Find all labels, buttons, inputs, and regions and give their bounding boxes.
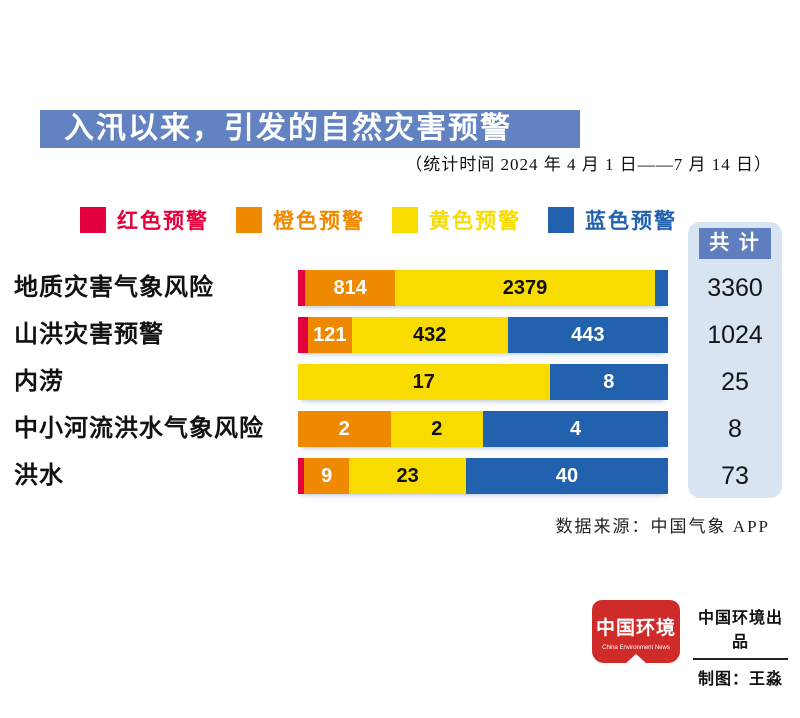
bar-segment: 2: [390, 411, 483, 447]
legend-label: 黄色预警: [429, 210, 521, 233]
bar-segment-value: 432: [413, 323, 447, 346]
stacked-bar: 9 23 40: [298, 458, 668, 494]
bar-segment: 2: [298, 411, 391, 447]
chart-row: 内涝 17 8: [0, 364, 800, 400]
bar-segment: 23: [349, 458, 466, 494]
legend-label: 橙色预警: [273, 210, 365, 233]
brand-text-block: 中国环境出品 制图：王淼: [693, 604, 788, 689]
bar-segment-value: 9: [321, 464, 333, 487]
bar-segment: [655, 270, 668, 306]
bar-segment-value: 8: [603, 370, 615, 393]
page-title: 入汛以来，引发的自然灾害预警: [64, 112, 512, 145]
bar-segment: 443: [507, 317, 668, 353]
total-value: 8: [728, 415, 742, 443]
bar-segment: 9: [303, 458, 350, 494]
bar-segment-value: 2: [431, 417, 443, 440]
category-label: 山洪灾害预警: [14, 321, 164, 348]
total-value: 3360: [707, 274, 763, 302]
legend-swatch-icon: [236, 207, 262, 233]
brand-logo-title: 中国环境: [595, 618, 676, 639]
subtitle: （统计时间 2024 年 4 月 1 日——7 月 14 日）: [405, 155, 772, 174]
divider: [693, 658, 788, 660]
stacked-bar: 17 8: [298, 364, 668, 400]
legend-item: 红色预警: [80, 205, 209, 235]
data-source: 数据来源：中国气象 APP: [555, 517, 770, 536]
totals-header: 共 计: [699, 228, 771, 259]
total-value: 1024: [707, 321, 763, 349]
bar-segment: 17: [298, 364, 550, 400]
brand-logo: 中国环境 China Environment News: [592, 600, 680, 663]
chart-row: 山洪灾害预警 121 432 443: [0, 317, 800, 353]
legend-swatch-icon: [548, 207, 574, 233]
bar-segment: [298, 317, 308, 353]
bar-segment-value: 2: [338, 417, 350, 440]
totals-panel: 共 计 3360 1024 25 8 73: [688, 222, 782, 498]
chart-row: 洪水 9 23 40: [0, 458, 800, 494]
legend-item: 黄色预警: [392, 205, 521, 235]
stacked-bar: 2 2 4: [298, 411, 668, 447]
stacked-bar: 814 2379: [298, 270, 668, 306]
category-label: 中小河流洪水气象风险: [14, 415, 264, 442]
bar-segment: 4: [483, 411, 668, 447]
title-band: 入汛以来，引发的自然灾害预警: [40, 110, 580, 148]
total-value: 25: [721, 368, 749, 396]
bar-segment-value: 2379: [502, 276, 548, 299]
bar-segment-value: 40: [555, 464, 579, 487]
brand-logo-subtitle: China Environment News: [602, 645, 670, 651]
bar-segment: 8: [549, 364, 668, 400]
legend-item: 橙色预警: [236, 205, 365, 235]
bar-segment: 814: [305, 270, 395, 306]
legend: 红色预警 橙色预警 黄色预警 蓝色预警: [80, 205, 677, 235]
bar-segment-value: 443: [571, 323, 605, 346]
category-label: 洪水: [14, 462, 64, 489]
bar-segment-value: 23: [396, 464, 419, 487]
bar-segment: 2379: [394, 270, 656, 306]
legend-label: 红色预警: [117, 210, 209, 233]
bar-segment: [298, 270, 306, 306]
bar-segment-value: 814: [333, 276, 367, 299]
chart-row: 地质灾害气象风险 814 2379: [0, 270, 800, 306]
legend-item: 蓝色预警: [548, 205, 677, 235]
bar-segment: 40: [465, 458, 668, 494]
bar-segment: 121: [307, 317, 352, 353]
stacked-bar: 121 432 443: [298, 317, 668, 353]
credit-label: 制图：王淼: [697, 671, 783, 688]
legend-swatch-icon: [80, 207, 106, 233]
bar-segment-value: 4: [569, 417, 582, 440]
chart-row: 中小河流洪水气象风险 2 2 4: [0, 411, 800, 447]
category-label: 内涝: [14, 368, 64, 395]
category-label: 地质灾害气象风险: [14, 274, 214, 301]
legend-swatch-icon: [392, 207, 418, 233]
total-value: 73: [721, 462, 749, 490]
bar-segment-value: 121: [313, 323, 347, 346]
legend-label: 蓝色预警: [585, 210, 677, 233]
bar-segment: 432: [351, 317, 508, 353]
producer-label: 中国环境出品: [697, 610, 783, 651]
bar-segment: [298, 458, 304, 494]
bar-segment-value: 17: [412, 370, 435, 393]
